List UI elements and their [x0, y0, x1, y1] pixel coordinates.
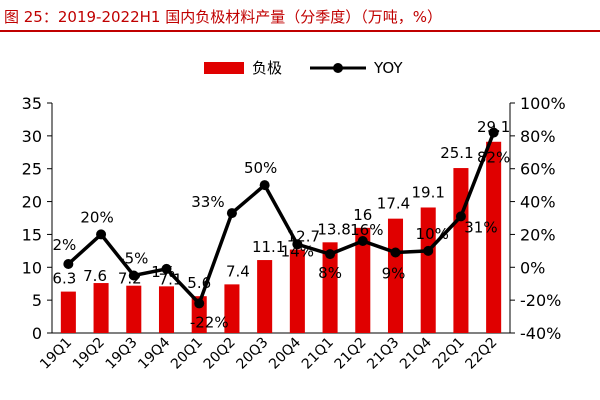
bar	[387, 218, 404, 333]
yoy-point	[357, 236, 368, 246]
y-tick-label-left: 5	[32, 291, 42, 310]
x-tick-label: 20Q4	[266, 334, 304, 372]
y-tick-label-left: 35	[22, 94, 42, 113]
x-tick-label: 19Q4	[135, 334, 173, 372]
y-tick-label-left: 0	[32, 324, 42, 343]
yoy-point	[423, 245, 434, 256]
yoy-value-label: 14%	[281, 242, 314, 260]
y-tick-label-left: 20	[22, 193, 42, 212]
yoy-value-label: 9%	[382, 265, 406, 283]
yoy-value-label: 31%	[464, 218, 497, 236]
y-tick-label-right: 20%	[520, 225, 556, 244]
bar	[453, 168, 469, 333]
chart-title: 图 25：2019-2022H1 国内负极材料产量（分季度）（万吨，%）	[4, 8, 442, 26]
x-tick-label: 21Q4	[397, 334, 435, 372]
bar	[93, 283, 109, 333]
yoy-value-label: 33%	[191, 193, 224, 211]
x-tick-label: 19Q1	[37, 335, 75, 373]
y-tick-label-right: -40%	[520, 324, 561, 343]
bar	[257, 260, 273, 333]
yoy-value-label: -1%	[146, 263, 175, 281]
yoy-point	[259, 180, 270, 191]
yoy-point	[390, 247, 401, 258]
bar	[126, 285, 142, 333]
y-tick-label-right: 60%	[520, 160, 556, 179]
yoy-value-label: 50%	[244, 159, 277, 177]
y-tick-label-left: 15	[22, 225, 42, 244]
yoy-point	[325, 249, 336, 260]
yoy-value-label: 10%	[416, 225, 449, 243]
bar	[158, 286, 175, 333]
yoy-value-label: 8%	[318, 264, 342, 282]
x-tick-label: 20Q3	[233, 335, 271, 373]
bar-value-label: 13.8	[317, 220, 350, 238]
bar-value-label: 29.1	[477, 118, 510, 136]
bar	[289, 249, 305, 333]
bar	[355, 227, 371, 333]
bar-value-label: 7.1	[159, 270, 183, 288]
y-tick-label-right: 100%	[520, 94, 566, 113]
yoy-point	[488, 127, 499, 138]
bar-value-label: 25.1	[440, 144, 473, 162]
legend-bar-swatch	[204, 62, 244, 74]
x-tick-label: 20Q2	[201, 335, 239, 373]
yoy-point	[128, 270, 139, 281]
y-tick-label-right: 80%	[520, 127, 556, 146]
bar-value-label: 17.4	[377, 195, 410, 213]
bar	[486, 141, 502, 333]
y-tick-label-right: 40%	[520, 193, 556, 212]
yoy-point	[161, 263, 172, 274]
bar-value-label: 11.1	[252, 238, 285, 256]
yoy-value-label: -22%	[190, 313, 229, 331]
yoy-value-label: 16%	[350, 221, 383, 239]
x-tick-label: 21Q3	[364, 335, 402, 373]
title-bar: 图 25：2019-2022H1 国内负极材料产量（分季度）（万吨，%）	[0, 0, 600, 32]
bar	[420, 207, 436, 333]
legend-line-marker	[333, 63, 343, 73]
yoy-point	[292, 239, 303, 250]
x-tick-label: 22Q1	[430, 335, 468, 373]
bar-value-label: 6.3	[52, 270, 76, 288]
y-tick-label-left: 30	[22, 127, 42, 146]
y-tick-label-right: -20%	[520, 291, 561, 310]
x-tick-label: 19Q3	[103, 335, 141, 373]
yoy-point	[96, 229, 107, 240]
y-tick-label-left: 25	[22, 160, 42, 179]
bar	[224, 284, 240, 333]
bar	[60, 291, 76, 333]
bar-value-label: 7.2	[118, 270, 142, 288]
yoy-value-label: 82%	[477, 149, 510, 167]
bar	[322, 242, 338, 333]
y-tick-label-left: 10	[22, 258, 42, 277]
yoy-value-label: 2%	[52, 236, 76, 254]
yoy-value-label: -5%	[119, 250, 148, 268]
bar-value-label: 12.7	[287, 228, 320, 246]
yoy-point	[455, 211, 466, 222]
x-tick-label: 19Q2	[70, 335, 108, 373]
y-tick-label-right: 0%	[520, 258, 545, 277]
bar-value-label: 5.6	[187, 274, 211, 292]
bar-value-label: 19.1	[412, 183, 445, 201]
yoy-point	[226, 208, 237, 219]
title-rule	[0, 30, 600, 32]
bar-value-label: 7.4	[226, 262, 250, 280]
x-tick-label: 22Q2	[462, 335, 500, 373]
bar-value-label: 16	[353, 206, 372, 224]
yoy-line	[67, 131, 496, 307]
yoy-point	[194, 298, 205, 309]
x-tick-label: 21Q1	[299, 335, 337, 373]
yoy-point	[63, 259, 74, 269]
bar-value-label: 7.6	[83, 267, 107, 285]
x-tick-label: 20Q1	[168, 335, 206, 373]
yoy-value-label: 20%	[80, 208, 113, 226]
legend-bar-label: 负极	[252, 59, 282, 77]
legend-line-label: YOY	[373, 59, 403, 77]
x-tick-label: 21Q2	[332, 335, 370, 373]
